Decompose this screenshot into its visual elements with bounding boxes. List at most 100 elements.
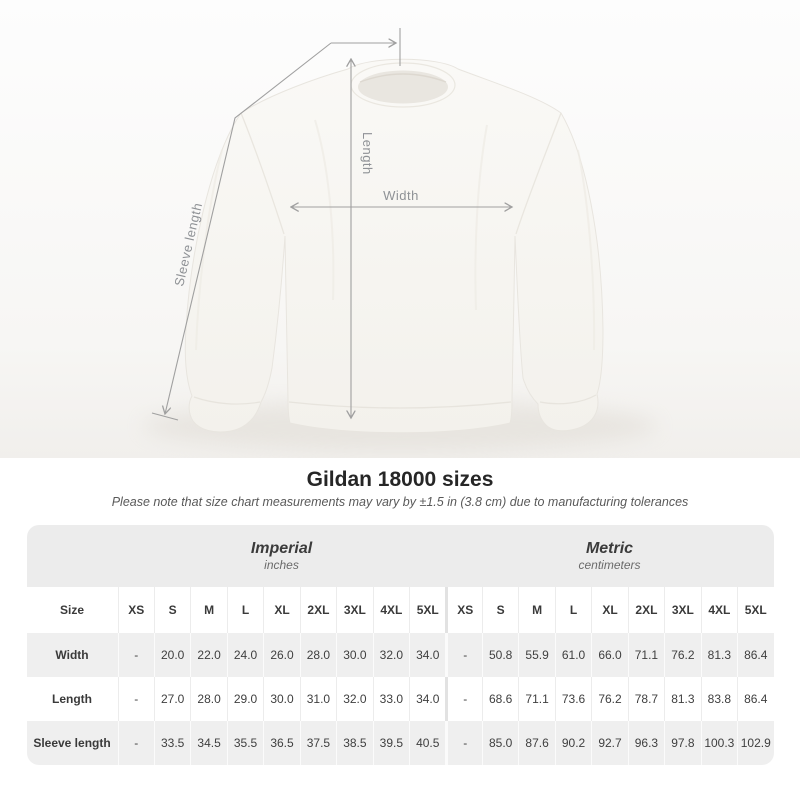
row-label: Length [52,692,92,706]
value-cell: 27.0 [153,677,190,721]
value-cell: 76.2 [591,677,627,721]
value-cell: 71.1 [518,677,554,721]
size-col-metric-m: M [518,587,554,633]
value-cell: 29.0 [226,677,263,721]
measurement-annotations [151,28,512,421]
tolerance-note: Please note that size chart measurements… [111,495,689,509]
value-cell: - [117,633,154,677]
row-label: Width [55,648,89,662]
size-col-metric-xl: XL [591,587,627,633]
size-col-imperial-4xl: 4XL [372,587,409,633]
imperial-label: Imperial [250,540,313,557]
collar-opening [358,70,448,104]
page-title: Gildan 18000 sizes [306,468,494,491]
imperial-sublabel: inches [264,558,299,572]
value-cell: - [445,721,481,765]
value-cell: 71.1 [627,633,664,677]
size-col-imperial-xs: XS [117,587,154,633]
sweatshirt [184,58,604,434]
value-cell: 100.3 [700,721,737,765]
value-cell: 86.4 [737,633,773,677]
crease [577,149,596,351]
size-col-metric-s: S [481,587,518,633]
value-cell: 32.0 [336,677,372,721]
value-cell: 66.0 [591,633,627,677]
size-col-imperial-s: S [153,587,190,633]
value-cell: 40.5 [409,721,445,765]
value-cell: 34.5 [190,721,226,765]
value-cell: 90.2 [554,721,591,765]
size-col-imperial-3xl: 3XL [336,587,372,633]
size-col-metric-4xl: 4XL [700,587,737,633]
value-cell: 102.9 [737,721,773,765]
value-cell: 96.3 [627,721,664,765]
sleeve-dimension-line [165,42,332,414]
value-cell: 24.0 [226,633,263,677]
size-col-imperial-2xl: 2XL [299,587,336,633]
value-cell: 38.5 [336,721,372,765]
value-cell: 30.0 [263,677,299,721]
size-col-metric-xs: XS [445,587,481,633]
size-table: Imperial inches Metric centimeters Size … [26,525,774,765]
value-cell: 92.7 [591,721,627,765]
value-cell: 22.0 [190,633,226,677]
value-cell: 81.3 [700,633,737,677]
value-cell: 34.0 [409,677,445,721]
value-cell: 31.0 [299,677,336,721]
value-cell: 87.6 [518,721,554,765]
size-label: Size [59,603,84,617]
table-row-sleeve-length: Sleeve length -33.5 34.5 35.5 36.5 37.5 38.5 39… [26,721,774,765]
value-cell: 30.0 [336,633,372,677]
value-cell: 55.9 [518,633,554,677]
row-label: Sleeve length [33,736,111,750]
size-col-imperial-5xl: 5XL [409,587,445,633]
left-cuff-seam [193,396,261,405]
value-cell: 81.3 [664,677,700,721]
value-cell: 68.6 [481,677,518,721]
size-col-metric-l: L [554,587,591,633]
value-cell: 33.0 [372,677,409,721]
right-sleeve-seam [515,112,562,235]
size-col-metric-2xl: 2XL [627,587,664,633]
size-col-imperial-xl: XL [263,587,299,633]
value-cell: 78.7 [627,677,664,721]
table-body: Width -20.0 22.0 24.0 26.0 28.0 30.0 32.0 34.0-5… [26,633,774,765]
value-cell: 97.8 [664,721,700,765]
value-cell: 20.0 [153,633,190,677]
sweatshirt-diagram: Length Width Sleeve length [0,0,800,458]
collar-inner-shadow [359,73,447,83]
metric-label: Metric [585,540,634,557]
size-guide-illustration: Length Width Sleeve length [0,0,800,458]
value-cell: 73.6 [554,677,591,721]
imperial-header: Imperial inches [118,539,446,573]
value-cell: 76.2 [664,633,700,677]
length-label: Length [360,132,375,175]
unit-header-band: Imperial inches Metric centimeters [26,525,774,587]
value-cell: - [117,677,154,721]
value-cell: 28.0 [190,677,226,721]
value-cell: - [117,721,154,765]
size-header-row: Size XS S M L XL 2XL 3XL 4XL 5XL XS S M L XL 2XL 3XL 4XL… [26,587,774,633]
value-cell: 86.4 [737,677,773,721]
crease [474,124,488,311]
value-cell: 26.0 [263,633,299,677]
value-cell: - [445,677,481,721]
metric-sublabel: centimeters [578,558,641,572]
value-cell: 85.0 [481,721,518,765]
size-col-imperial-m: M [190,587,226,633]
value-cell: 36.5 [263,721,299,765]
sleeve-end-tick [151,412,179,421]
size-col-imperial-l: L [226,587,263,633]
value-cell: 35.5 [226,721,263,765]
size-col-metric-5xl: 5XL [737,587,773,633]
metric-header: Metric centimeters [446,539,774,573]
value-cell: 32.0 [372,633,409,677]
right-cuff-seam [539,394,597,405]
value-cell: 39.5 [372,721,409,765]
table-row-width: Width -20.0 22.0 24.0 26.0 28.0 30.0 32.0 34.0-5… [26,633,774,677]
left-sleeve-seam [240,112,285,235]
hem-seam [288,401,512,409]
value-cell: 33.5 [153,721,190,765]
value-cell: 34.0 [409,633,445,677]
